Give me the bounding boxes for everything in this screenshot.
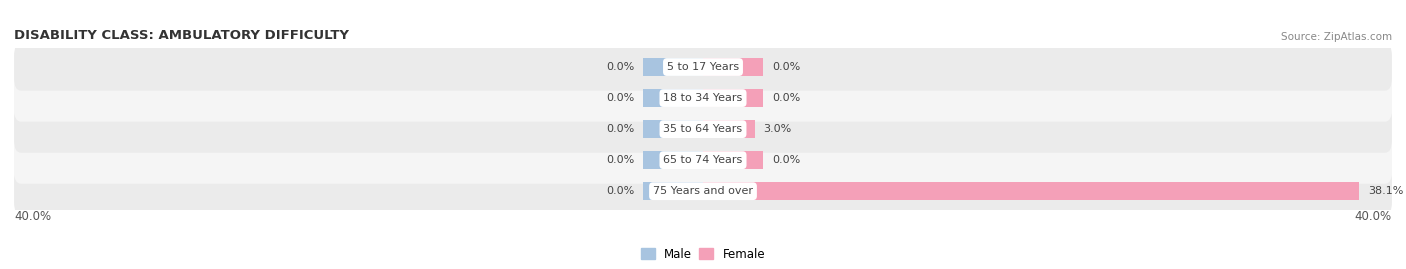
- Text: 0.0%: 0.0%: [606, 186, 634, 196]
- Bar: [643, 58, 703, 76]
- Bar: [703, 120, 755, 138]
- Bar: [703, 151, 763, 169]
- Bar: [643, 182, 703, 200]
- FancyBboxPatch shape: [14, 75, 1392, 122]
- Bar: [643, 89, 703, 107]
- Bar: [703, 89, 763, 107]
- Text: 0.0%: 0.0%: [772, 62, 800, 72]
- Bar: [703, 182, 1360, 200]
- Text: 0.0%: 0.0%: [606, 155, 634, 165]
- Text: DISABILITY CLASS: AMBULATORY DIFFICULTY: DISABILITY CLASS: AMBULATORY DIFFICULTY: [14, 29, 349, 42]
- FancyBboxPatch shape: [14, 168, 1392, 215]
- Text: 38.1%: 38.1%: [1368, 186, 1403, 196]
- FancyBboxPatch shape: [14, 105, 1392, 153]
- Text: 65 to 74 Years: 65 to 74 Years: [664, 155, 742, 165]
- FancyBboxPatch shape: [14, 137, 1392, 184]
- Text: 5 to 17 Years: 5 to 17 Years: [666, 62, 740, 72]
- Text: 0.0%: 0.0%: [772, 155, 800, 165]
- FancyBboxPatch shape: [14, 44, 1392, 91]
- Text: 0.0%: 0.0%: [772, 93, 800, 103]
- Text: 75 Years and over: 75 Years and over: [652, 186, 754, 196]
- Text: 0.0%: 0.0%: [606, 62, 634, 72]
- Text: 3.0%: 3.0%: [763, 124, 792, 134]
- Bar: [643, 120, 703, 138]
- Text: 40.0%: 40.0%: [14, 210, 51, 224]
- Text: 18 to 34 Years: 18 to 34 Years: [664, 93, 742, 103]
- Legend: Male, Female: Male, Female: [636, 243, 770, 265]
- Bar: [703, 58, 763, 76]
- Text: 0.0%: 0.0%: [606, 124, 634, 134]
- Text: 40.0%: 40.0%: [1355, 210, 1392, 224]
- Text: 0.0%: 0.0%: [606, 93, 634, 103]
- Text: Source: ZipAtlas.com: Source: ZipAtlas.com: [1281, 32, 1392, 42]
- Bar: [643, 151, 703, 169]
- Text: 35 to 64 Years: 35 to 64 Years: [664, 124, 742, 134]
